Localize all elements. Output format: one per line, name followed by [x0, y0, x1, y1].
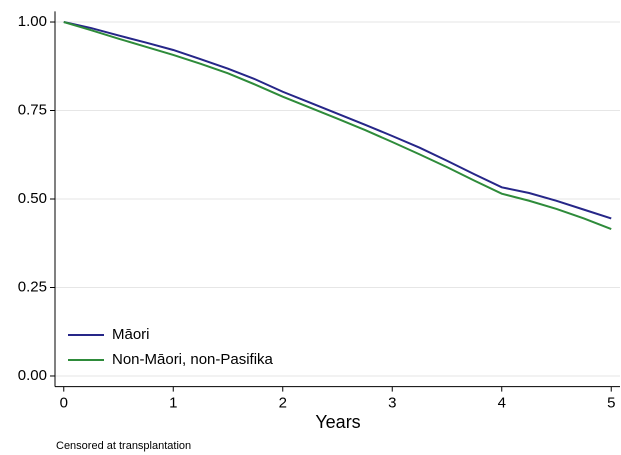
y-tick-label: 0.75 — [18, 101, 47, 118]
x-tick-label: 5 — [607, 395, 615, 412]
legend-label: Non-Māori, non-Pasifika — [112, 351, 274, 368]
x-axis-label: Years — [315, 412, 360, 432]
note: Censored at transplantation — [56, 440, 191, 452]
x-tick-label: 2 — [279, 395, 287, 412]
y-tick-label: 0.50 — [18, 190, 47, 207]
x-tick-label: 3 — [388, 395, 396, 412]
y-tick-label: 0.00 — [18, 367, 47, 384]
line-series — [63, 21, 612, 220]
x-tick-label: 1 — [169, 395, 177, 412]
y-tick-label: 0.25 — [18, 278, 47, 295]
x-tick-label: 4 — [498, 395, 506, 412]
x-tick-label: 0 — [60, 395, 68, 412]
legend-label: Māori — [112, 326, 150, 343]
y-tick-label: 1.00 — [18, 13, 47, 30]
line-series — [63, 21, 612, 231]
